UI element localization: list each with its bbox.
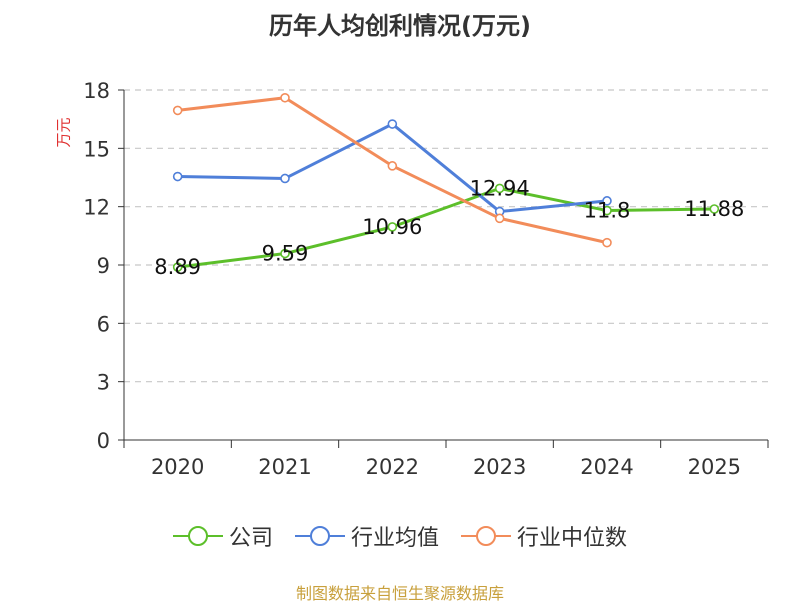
y-tick-label: 0 <box>97 429 110 453</box>
grid-layer <box>124 89 768 383</box>
x-tick-label: 2025 <box>688 455 741 479</box>
data-point[interactable] <box>280 92 290 103</box>
legend-label: 公司 <box>228 526 273 551</box>
y-tick-label: 6 <box>97 312 110 336</box>
chart-title: 历年人均创利情况(万元) <box>269 12 531 40</box>
y-tick-label: 15 <box>83 137 110 161</box>
x-tick-label: 2023 <box>473 455 526 479</box>
series-layer <box>172 92 720 272</box>
data-point[interactable] <box>602 237 612 248</box>
data-point[interactable] <box>387 119 398 129</box>
legend: 公司 行业均值 行业中位数 <box>0 520 800 552</box>
data-label: 11.88 <box>684 197 744 221</box>
series-line-0 <box>177 186 715 269</box>
legend-label: 行业均值 <box>350 526 439 551</box>
data-point[interactable] <box>387 222 398 232</box>
legend-item-company[interactable]: 公司 <box>172 520 273 552</box>
x-tick-label: 2024 <box>580 455 633 479</box>
x-tick-label: 2020 <box>151 455 204 479</box>
y-tick-label: 12 <box>83 196 110 220</box>
data-point[interactable] <box>494 213 505 224</box>
legend-marker-icon <box>294 526 345 546</box>
x-tick-label: 2021 <box>258 455 311 479</box>
y-tick-label: 3 <box>97 371 110 395</box>
legend-item-industry-median[interactable]: 行业中位数 <box>461 520 627 552</box>
data-point[interactable] <box>172 105 183 116</box>
legend-marker-icon <box>461 526 511 546</box>
data-point[interactable] <box>172 262 183 272</box>
data-point[interactable] <box>494 183 505 194</box>
source-note: 制图数据来自恒生聚源数据库 <box>295 584 504 603</box>
data-label: 10.96 <box>362 215 422 239</box>
data-point[interactable] <box>709 204 720 214</box>
y-tick-label: 9 <box>97 254 110 278</box>
legend-marker-icon <box>172 526 223 546</box>
legend-item-industry-mean[interactable]: 行业均值 <box>294 520 439 552</box>
data-label: 12.94 <box>470 176 530 200</box>
data-label-layer: 8.89 9.59 10.96 12.94 11.8 11.88 <box>154 176 744 279</box>
data-point[interactable] <box>172 171 183 182</box>
data-point[interactable] <box>280 173 290 184</box>
legend-label: 行业中位数 <box>517 526 628 551</box>
y-tick-label: 18 <box>83 79 110 103</box>
data-point[interactable] <box>280 248 290 259</box>
data-label: 8.89 <box>154 255 201 279</box>
data-point[interactable] <box>387 161 398 171</box>
x-tick-label: 2022 <box>366 455 419 479</box>
data-point[interactable] <box>602 205 612 216</box>
data-label: 11.8 <box>584 199 631 223</box>
axis-layer: 0 3 6 9 12 15 18 2020 2021 2022 2023 2024 2025 <box>83 79 769 479</box>
data-label: 9.59 <box>262 242 309 266</box>
data-point[interactable] <box>602 196 612 206</box>
